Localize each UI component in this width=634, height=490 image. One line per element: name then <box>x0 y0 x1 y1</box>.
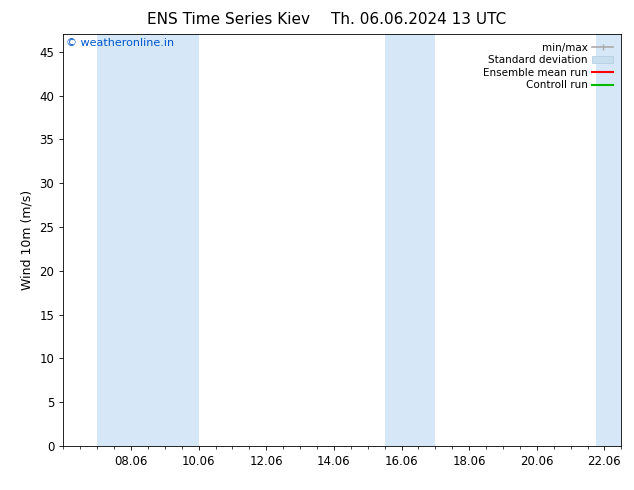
Text: ENS Time Series Kiev: ENS Time Series Kiev <box>146 12 310 27</box>
Text: Th. 06.06.2024 13 UTC: Th. 06.06.2024 13 UTC <box>331 12 506 27</box>
Bar <box>97 34 198 446</box>
Text: © weatheronline.in: © weatheronline.in <box>66 38 174 49</box>
Bar <box>596 34 621 446</box>
Bar <box>385 34 436 446</box>
Y-axis label: Wind 10m (m/s): Wind 10m (m/s) <box>21 190 34 290</box>
Legend: min/max, Standard deviation, Ensemble mean run, Controll run: min/max, Standard deviation, Ensemble me… <box>480 40 616 94</box>
